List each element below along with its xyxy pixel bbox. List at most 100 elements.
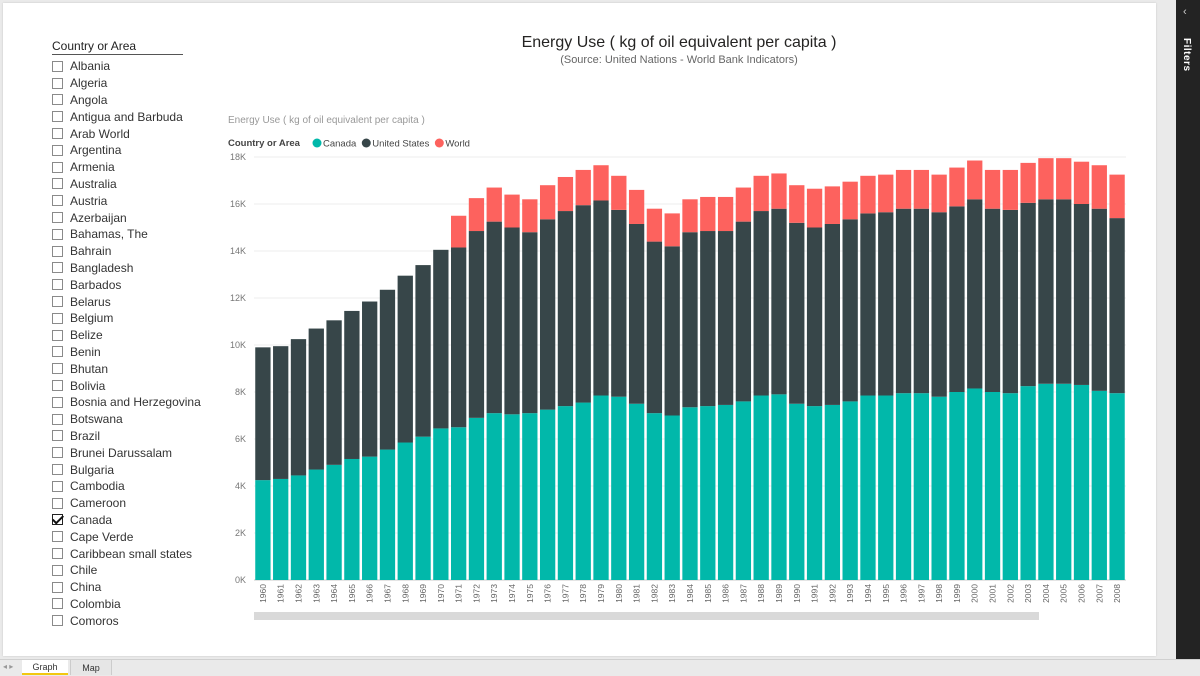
slicer-item[interactable]: Comoros xyxy=(52,612,201,629)
checkbox-checked-icon[interactable] xyxy=(52,514,63,526)
slicer-item[interactable]: Bolivia xyxy=(52,377,201,394)
bar-segment[interactable] xyxy=(931,212,947,397)
bar-segment[interactable] xyxy=(789,403,805,580)
checkbox-icon[interactable] xyxy=(52,161,63,173)
bar-segment[interactable] xyxy=(771,394,787,580)
bar-segment[interactable] xyxy=(522,199,538,233)
slicer-item[interactable]: Belarus xyxy=(52,293,201,310)
bar-segment[interactable] xyxy=(451,215,467,248)
bar-segment[interactable] xyxy=(824,404,841,580)
bar-segment[interactable] xyxy=(700,196,716,232)
bar-segment[interactable] xyxy=(806,227,823,407)
bar-segment[interactable] xyxy=(949,392,965,580)
slicer-item[interactable]: Algeria xyxy=(52,75,201,92)
bar-segment[interactable] xyxy=(628,403,645,580)
bar-segment[interactable] xyxy=(504,194,520,228)
bar-segment[interactable] xyxy=(468,231,485,418)
bar-segment[interactable] xyxy=(522,413,538,580)
bar-segment[interactable] xyxy=(593,395,609,580)
checkbox-icon[interactable] xyxy=(52,464,63,476)
bar-segment[interactable] xyxy=(771,173,787,209)
bar-segment[interactable] xyxy=(611,209,627,397)
bar-segment[interactable] xyxy=(575,402,591,580)
bar-segment[interactable] xyxy=(539,409,556,581)
checkbox-icon[interactable] xyxy=(52,228,63,240)
bar-segment[interactable] xyxy=(415,436,431,580)
slicer-item[interactable]: Benin xyxy=(52,344,201,361)
bar-segment[interactable] xyxy=(1091,165,1107,209)
checkbox-icon[interactable] xyxy=(52,279,63,291)
bar-segment[interactable] xyxy=(984,392,1001,580)
bar-segment[interactable] xyxy=(557,211,574,407)
checkbox-icon[interactable] xyxy=(52,212,63,224)
bar-segment[interactable] xyxy=(1020,386,1036,581)
filters-pane[interactable]: ‹ Filters xyxy=(1176,0,1200,659)
bar-segment[interactable] xyxy=(753,211,769,396)
bar-segment[interactable] xyxy=(682,232,698,408)
checkbox-icon[interactable] xyxy=(52,77,63,89)
bar-segment[interactable] xyxy=(1038,383,1054,580)
bar-segment[interactable] xyxy=(486,187,502,222)
bar-segment[interactable] xyxy=(539,185,556,220)
bar-segment[interactable] xyxy=(895,393,912,580)
bar-segment[interactable] xyxy=(1109,393,1125,580)
slicer-item[interactable]: Albania xyxy=(52,58,201,75)
bar-segment[interactable] xyxy=(646,208,663,242)
bar-segment[interactable] xyxy=(842,401,858,580)
bar-segment[interactable] xyxy=(717,404,734,580)
tab-graph[interactable]: Graph xyxy=(22,660,68,675)
bar-segment[interactable] xyxy=(664,246,680,416)
bar-segment[interactable] xyxy=(557,406,574,580)
bar-segment[interactable] xyxy=(646,241,663,414)
bar-segment[interactable] xyxy=(895,208,912,394)
bar-segment[interactable] xyxy=(379,289,396,450)
checkbox-icon[interactable] xyxy=(52,195,63,207)
slicer-item[interactable]: Caribbean small states xyxy=(52,545,201,562)
bar-segment[interactable] xyxy=(735,401,752,580)
checkbox-icon[interactable] xyxy=(52,598,63,610)
slicer-item[interactable]: Bahrain xyxy=(52,243,201,260)
bar-segment[interactable] xyxy=(451,247,467,428)
bar-segment[interactable] xyxy=(255,480,271,581)
bar-segment[interactable] xyxy=(967,388,983,580)
horizontal-scrollbar[interactable] xyxy=(254,612,1039,620)
bar-segment[interactable] xyxy=(824,223,841,405)
bar-segment[interactable] xyxy=(789,185,805,223)
legend-item[interactable]: Canada xyxy=(323,139,357,150)
bar-segment[interactable] xyxy=(1056,383,1072,580)
bar-segment[interactable] xyxy=(539,219,556,410)
bar-segment[interactable] xyxy=(1091,390,1107,580)
slicer-item[interactable]: Austria xyxy=(52,192,201,209)
bar-segment[interactable] xyxy=(628,189,645,224)
bar-segment[interactable] xyxy=(860,175,876,214)
bar-segment[interactable] xyxy=(611,396,627,580)
slicer-item[interactable]: Belgium xyxy=(52,310,201,327)
bar-segment[interactable] xyxy=(984,169,1001,209)
bar-segment[interactable] xyxy=(806,188,823,228)
slicer-item[interactable]: Belize xyxy=(52,327,201,344)
legend-item[interactable]: United States xyxy=(372,139,429,150)
bar-segment[interactable] xyxy=(593,200,609,396)
slicer-item[interactable]: Argentina xyxy=(52,142,201,159)
bar-segment[interactable] xyxy=(753,175,769,212)
checkbox-icon[interactable] xyxy=(52,94,63,106)
bar-segment[interactable] xyxy=(273,478,289,580)
checkbox-icon[interactable] xyxy=(52,548,63,559)
bar-segment[interactable] xyxy=(878,395,894,580)
slicer-item[interactable]: Australia xyxy=(52,176,201,193)
bar-segment[interactable] xyxy=(379,449,396,580)
bar-segment[interactable] xyxy=(255,347,271,481)
bar-segment[interactable] xyxy=(1002,169,1018,210)
bar-segment[interactable] xyxy=(344,458,360,580)
slicer-item[interactable]: Bahamas, The xyxy=(52,226,201,243)
checkbox-icon[interactable] xyxy=(52,581,63,593)
bar-segment[interactable] xyxy=(1056,158,1072,200)
slicer-item[interactable]: Cambodia xyxy=(52,478,201,495)
bar-segment[interactable] xyxy=(1109,218,1125,394)
checkbox-icon[interactable] xyxy=(52,413,63,425)
bar-segment[interactable] xyxy=(433,249,449,429)
bar-segment[interactable] xyxy=(700,231,716,407)
checkbox-icon[interactable] xyxy=(52,497,63,509)
bar-segment[interactable] xyxy=(967,199,983,389)
bar-segment[interactable] xyxy=(664,415,680,581)
